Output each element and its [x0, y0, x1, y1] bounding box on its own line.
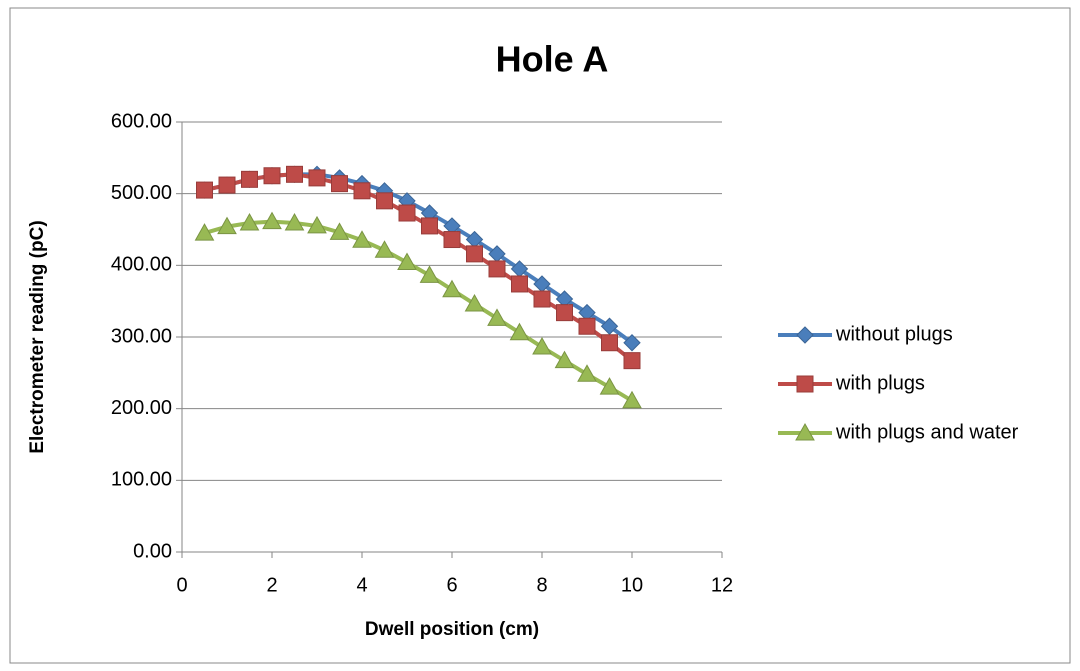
- data-point: [533, 290, 551, 308]
- legend-marker: [795, 422, 815, 441]
- x-tick-label: 10: [621, 574, 643, 596]
- y-tick-label: 100.00: [111, 469, 172, 491]
- data-point: [623, 352, 641, 370]
- x-tick-label: 12: [711, 574, 733, 596]
- y-axis-label: Electrometer reading (pC): [27, 220, 48, 453]
- chart-border: [9, 7, 1071, 664]
- data-point: [622, 390, 642, 409]
- data-point: [352, 230, 372, 248]
- y-tick-label: 400.00: [111, 254, 172, 276]
- data-point: [263, 167, 281, 185]
- y-tick-label: 0.00: [133, 540, 172, 562]
- y-tick-label: 600.00: [111, 110, 172, 132]
- x-tick-label: 8: [536, 574, 547, 596]
- data-point: [623, 334, 641, 352]
- data-point: [487, 308, 507, 326]
- data-point: [398, 204, 416, 222]
- data-point: [421, 217, 438, 235]
- data-point: [262, 211, 282, 230]
- x-tick-label: 4: [356, 574, 367, 596]
- data-point: [601, 334, 618, 352]
- legend-label: with plugs and water: [835, 421, 1019, 443]
- data-point: [578, 317, 596, 335]
- legend-label: with plugs: [835, 372, 925, 394]
- data-point: [353, 182, 371, 200]
- data-point: [284, 213, 305, 231]
- legend-marker: [796, 375, 814, 393]
- legend-label: without plugs: [835, 323, 953, 345]
- data-point: [376, 192, 393, 210]
- data-point: [532, 337, 552, 355]
- data-point: [443, 231, 461, 249]
- y-tick-label: 300.00: [111, 325, 172, 347]
- data-point: [218, 176, 236, 194]
- data-point: [308, 169, 326, 187]
- data-point: [577, 364, 597, 382]
- data-point: [419, 265, 440, 283]
- data-point: [488, 260, 506, 278]
- x-axis-label: Dwell position (cm): [365, 619, 539, 640]
- y-tick-label: 200.00: [111, 397, 172, 419]
- data-point: [466, 245, 483, 263]
- data-point: [442, 279, 462, 298]
- data-point: [196, 181, 213, 199]
- x-tick-label: 2: [266, 574, 277, 596]
- x-tick-label: 6: [446, 574, 457, 596]
- data-point: [556, 304, 573, 322]
- data-point: [329, 222, 350, 240]
- data-point: [286, 165, 303, 183]
- data-point: [217, 216, 237, 235]
- chart-title: Hole A: [496, 39, 609, 80]
- data-point: [554, 350, 575, 369]
- data-point: [307, 215, 327, 234]
- data-point: [599, 377, 620, 395]
- data-point: [397, 252, 417, 270]
- data-point: [464, 294, 485, 312]
- data-point: [374, 240, 395, 258]
- data-point: [509, 322, 530, 341]
- legend-marker: [796, 326, 814, 344]
- data-point: [194, 223, 215, 241]
- data-point: [511, 275, 528, 293]
- data-point: [241, 170, 258, 188]
- x-tick-label: 0: [176, 574, 187, 596]
- data-point: [331, 175, 348, 193]
- data-point: [239, 213, 260, 231]
- y-tick-label: 500.00: [111, 182, 172, 204]
